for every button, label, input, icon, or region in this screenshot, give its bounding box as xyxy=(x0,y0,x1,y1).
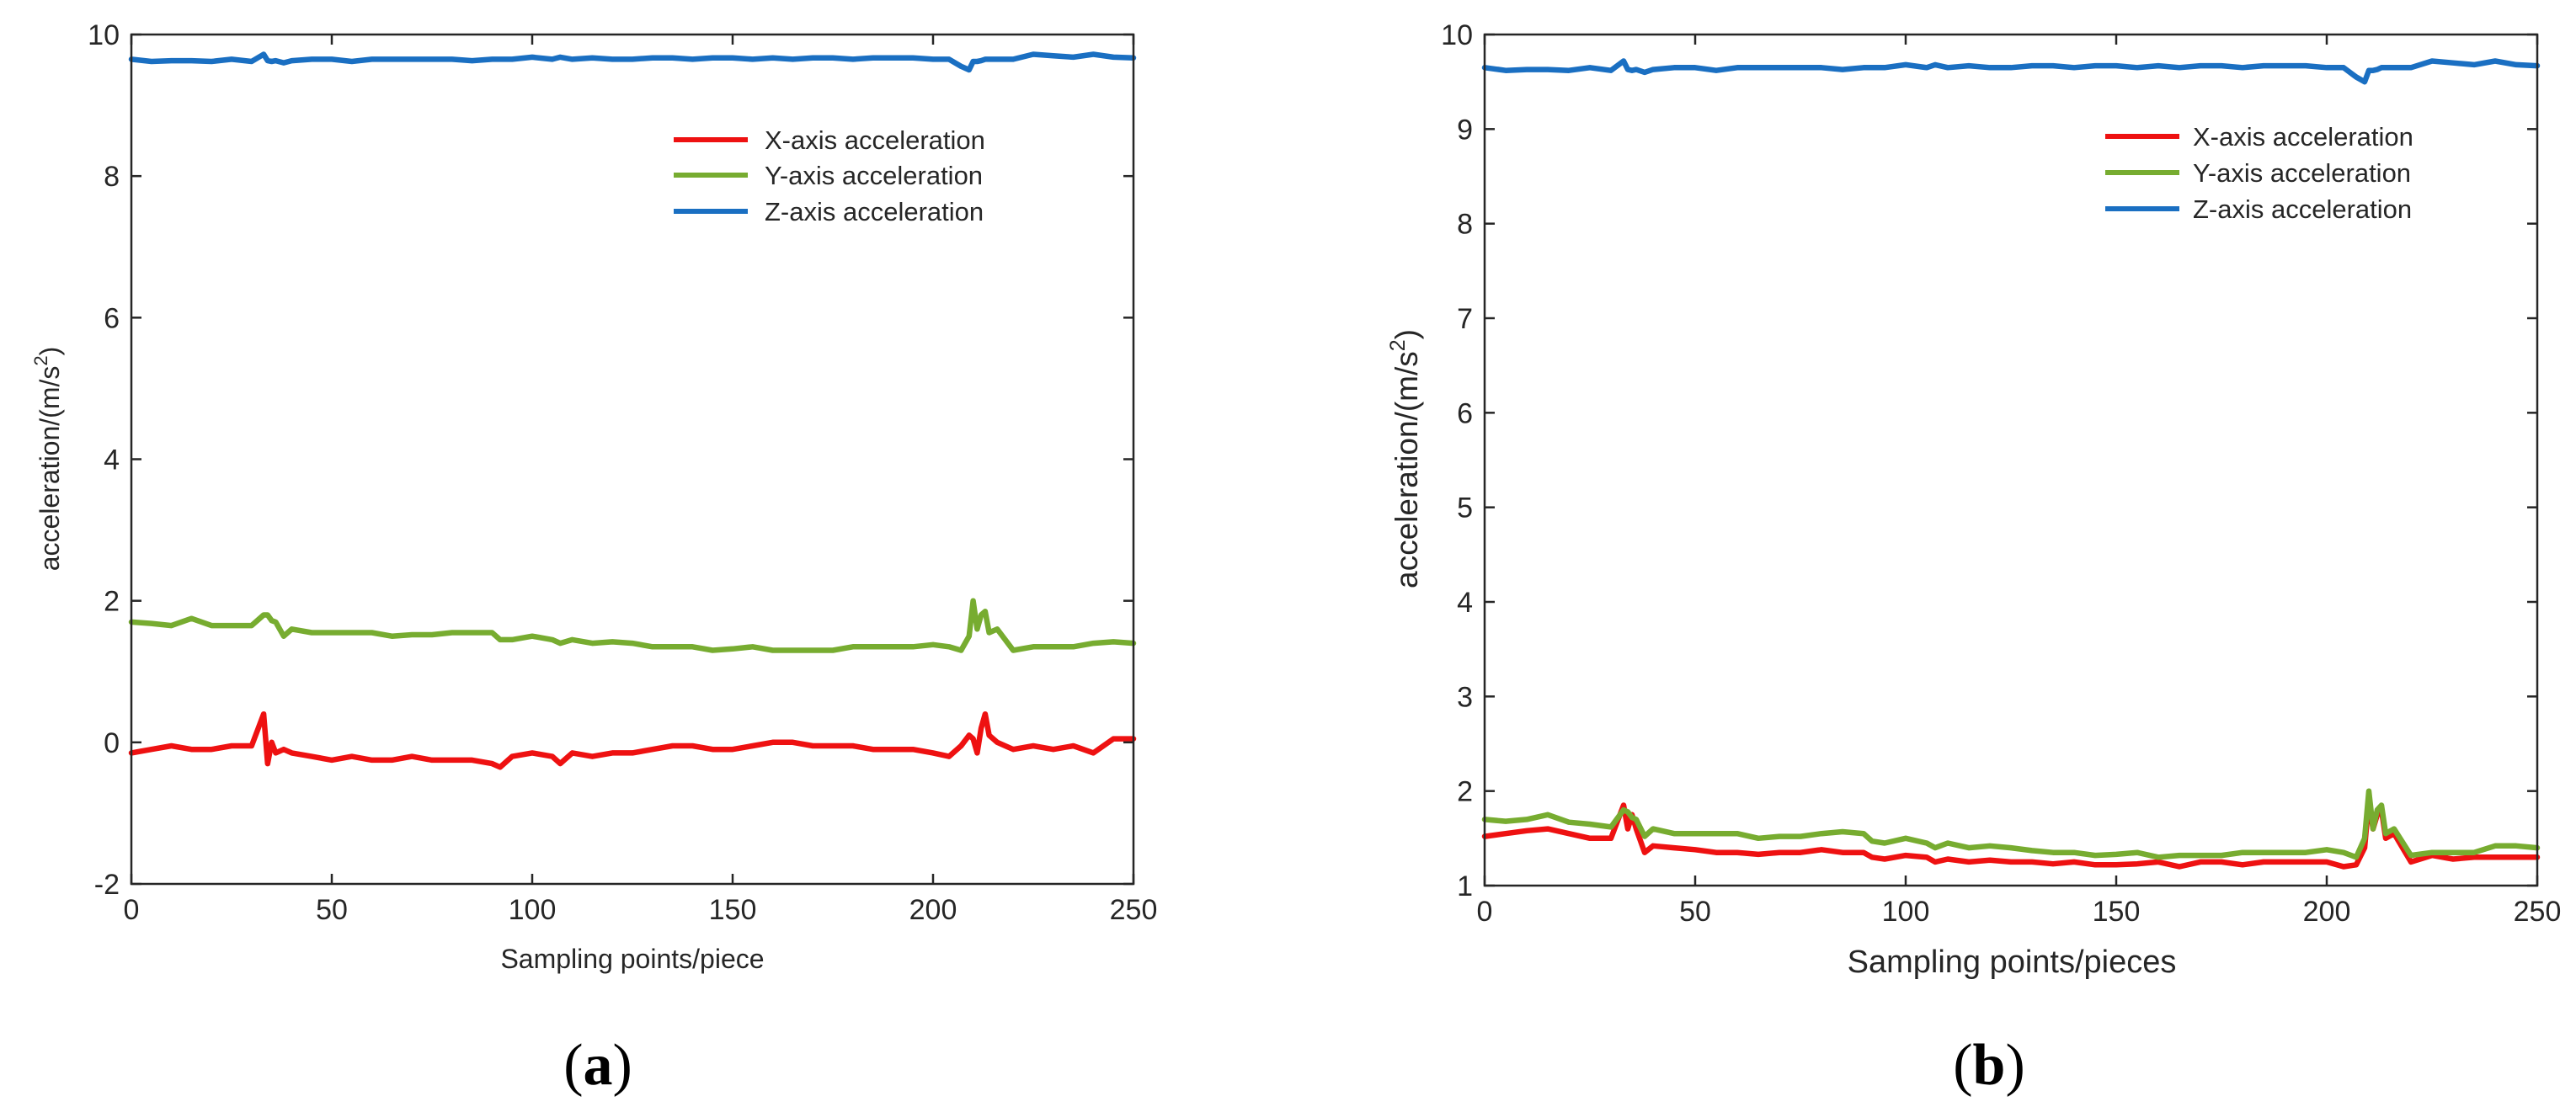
x-tick-label-a-150: 150 xyxy=(709,894,757,926)
y-tick-label-a-6: 6 xyxy=(104,302,120,334)
legend-label-z-b: Z-axis acceleration xyxy=(2193,194,2412,224)
series-line-y-axis-b xyxy=(1481,788,2541,860)
y-tick-label-a-8: 8 xyxy=(104,161,120,193)
y-tick-label-a--2: -2 xyxy=(94,869,120,901)
y-tick-label-b-2: 2 xyxy=(1457,776,1473,808)
legend-label-x-b: X-axis acceleration xyxy=(2193,122,2413,152)
x-tick-label-b-0: 0 xyxy=(1477,896,1493,928)
x-tick-label-b-150: 150 xyxy=(2093,896,2141,928)
legend-label-y-b: Y-axis acceleration xyxy=(2193,158,2411,188)
y-tick-label-a-10: 10 xyxy=(88,19,120,51)
y-tick-label-b-8: 8 xyxy=(1457,209,1473,241)
x-tick-label-a-50: 50 xyxy=(316,894,348,926)
x-tick-label-a-250: 250 xyxy=(1110,894,1158,926)
series-line-z-axis-a xyxy=(128,51,1137,73)
legend-label-z-a: Z-axis acceleration xyxy=(765,197,984,226)
y-tick-label-b-7: 7 xyxy=(1457,303,1473,335)
x-tick-label-a-0: 0 xyxy=(124,894,140,926)
y-tick-label-a-2: 2 xyxy=(104,586,120,618)
x-tick-label-b-100: 100 xyxy=(1882,896,1930,928)
panel-label-a: (a) xyxy=(563,1033,632,1098)
plot-frame-b xyxy=(1483,33,2539,887)
x-tick-label-a-100: 100 xyxy=(509,894,557,926)
x-tick-label-b-200: 200 xyxy=(2303,896,2351,928)
plot-frame-a xyxy=(130,33,1135,886)
x-axis-label-a: Sampling points/piece xyxy=(500,944,764,974)
plot-area-a xyxy=(128,51,1137,770)
legend-a: X-axis acceleration Y-axis acceleration … xyxy=(674,125,985,226)
x-tick-label-b-50: 50 xyxy=(1679,896,1711,928)
y-axis-label-b: acceleration/(m/s2) xyxy=(1386,329,1424,588)
axis-ticks-b: 0 50 100 150 200 250 1 2 3 4 5 6 7 8 9 10 xyxy=(1441,19,2561,928)
y-axis-label-a: acceleration/(m/s2) xyxy=(30,347,65,572)
legend-b: X-axis acceleration Y-axis acceleration … xyxy=(2105,122,2413,224)
legend-label-x-a: X-axis acceleration xyxy=(765,125,985,155)
y-tick-label-a-0: 0 xyxy=(104,727,120,759)
y-tick-label-b-1: 1 xyxy=(1457,870,1473,902)
y-tick-label-b-4: 4 xyxy=(1457,587,1473,619)
y-tick-label-b-10: 10 xyxy=(1441,19,1473,51)
y-tick-label-b-6: 6 xyxy=(1457,397,1473,429)
series-line-z-axis-b xyxy=(1481,58,2541,85)
y-tick-label-b-3: 3 xyxy=(1457,681,1473,713)
plot-area-b xyxy=(1481,58,2541,870)
y-tick-label-b-9: 9 xyxy=(1457,114,1473,146)
chart-panel-b: 0 50 100 150 200 250 1 2 3 4 5 6 7 8 9 10 Sampling poin… xyxy=(1386,19,2561,1098)
series-line-y-axis-a xyxy=(128,598,1137,653)
x-tick-label-b-250: 250 xyxy=(2514,896,2562,928)
series-line-x-axis-a xyxy=(128,711,1137,770)
x-axis-label-b: Sampling points/pieces xyxy=(1848,945,2177,980)
x-tick-label-a-200: 200 xyxy=(909,894,957,926)
panel-label-b: (b) xyxy=(1953,1033,2025,1098)
y-tick-label-b-5: 5 xyxy=(1457,492,1473,524)
legend-label-y-a: Y-axis acceleration xyxy=(765,161,983,190)
y-tick-label-a-4: 4 xyxy=(104,444,120,476)
